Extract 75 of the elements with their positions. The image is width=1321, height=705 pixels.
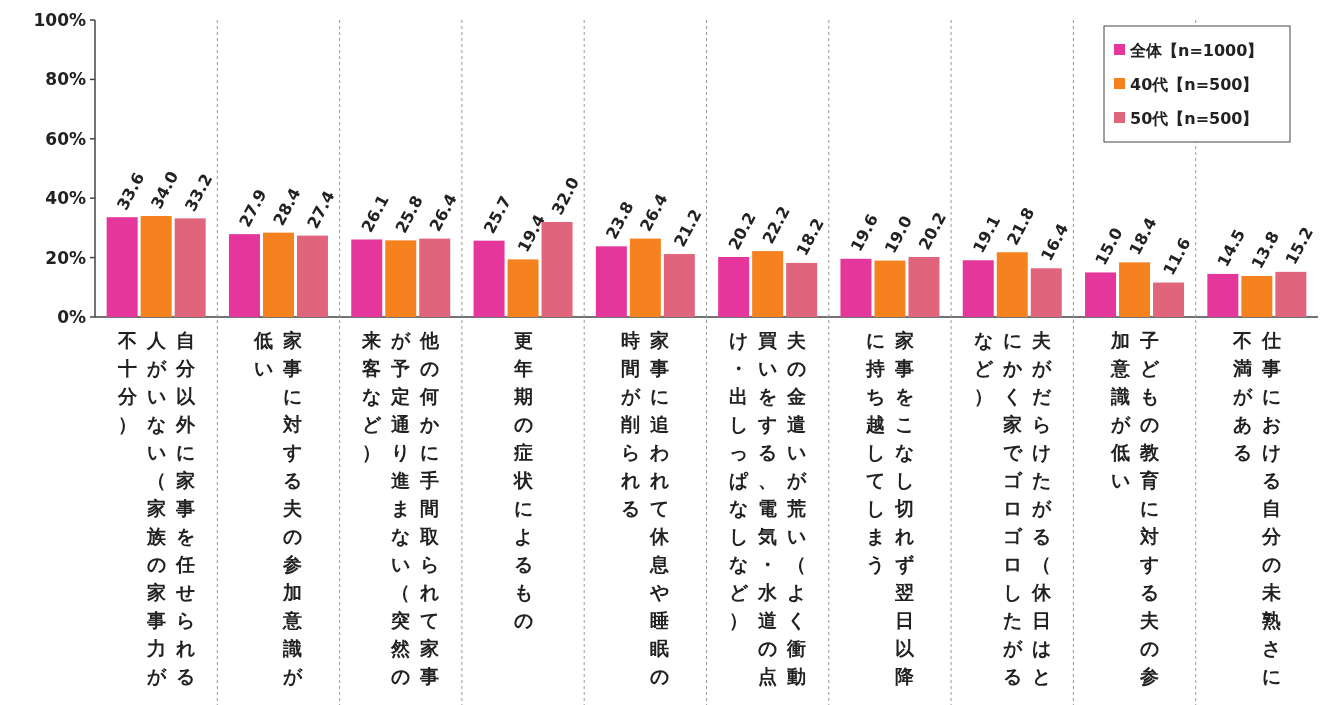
category-label: 夫がだらけたがる（休日はとにかく家でゴロゴロしたがるなど） (973, 329, 1051, 687)
y-tick-label: 80% (45, 69, 86, 90)
bar (385, 240, 417, 317)
data-label: 23.8 (602, 198, 638, 243)
category-label: 家事に対する夫の参加意識が低い (254, 329, 303, 687)
bar (908, 257, 940, 317)
y-tick-label: 20% (45, 247, 86, 268)
bar (595, 246, 627, 317)
data-label: 26.4 (636, 190, 672, 235)
bar (473, 240, 505, 317)
bar (1275, 271, 1307, 317)
legend-label: 50代【n=500】 (1130, 109, 1259, 128)
bar (174, 218, 206, 317)
bar (1153, 282, 1185, 317)
y-tick-label: 0% (57, 307, 86, 327)
data-label: 20.2 (914, 209, 951, 253)
bar (663, 254, 695, 317)
bar (840, 258, 872, 317)
bar (351, 239, 383, 317)
category-label: 子どもの教育に対する夫の参加意識が低い (1110, 329, 1159, 687)
bar (1241, 276, 1273, 317)
bar (996, 252, 1028, 317)
data-label: 14.5 (1213, 226, 1249, 270)
data-label: 15.0 (1091, 224, 1127, 269)
data-label: 13.8 (1247, 228, 1283, 272)
y-tick-label: 60% (45, 128, 86, 149)
category-label: 仕事における自分の未熟さに不満がある (1232, 329, 1281, 687)
bar (106, 217, 138, 317)
data-label: 19.0 (880, 212, 917, 257)
bar (1085, 272, 1117, 317)
data-label: 21.8 (1003, 204, 1039, 249)
bar (786, 262, 818, 317)
bar (874, 260, 906, 317)
category-label: 他の何かに手間取られて家事が予定通り進まない（突然の来客など） (362, 329, 440, 687)
category-label: 更年期の症状によるもの (513, 329, 533, 631)
bar (1119, 262, 1151, 317)
data-label: 34.0 (146, 168, 183, 212)
data-label: 25.8 (391, 192, 427, 237)
data-label: 32.0 (547, 174, 584, 218)
data-label: 16.4 (1037, 220, 1073, 265)
data-label: 27.4 (303, 187, 339, 232)
bar (507, 259, 539, 317)
category-label: 家事に追われて休息や睡眠の時間が削られる (621, 329, 670, 687)
data-label: 33.6 (112, 169, 149, 214)
data-label: 18.4 (1125, 214, 1161, 259)
y-tick-label: 40% (45, 188, 86, 209)
bar (228, 234, 260, 317)
data-label: 15.2 (1281, 223, 1317, 268)
bar (629, 238, 661, 317)
data-label: 26.4 (425, 190, 461, 235)
category-label: 家事をこなし切れず翌日以降に持ち越してしまう (865, 329, 914, 687)
data-label: 25.7 (479, 192, 516, 237)
bar (296, 235, 328, 317)
legend-label: 全体【n=1000】 (1129, 41, 1264, 60)
bar (419, 238, 451, 317)
bar (752, 251, 784, 317)
data-label: 33.2 (180, 170, 217, 215)
category-label: 夫の金遣いが荒い（よく衝動買いをする、電気・水道の点け・出しっぱなしなど） (729, 329, 807, 687)
data-label: 11.6 (1159, 234, 1195, 279)
y-tick-label: 100% (33, 10, 86, 30)
bar (1207, 273, 1239, 317)
bar (140, 216, 172, 317)
bar (1030, 268, 1062, 317)
legend-label: 40代【n=500】 (1130, 75, 1259, 94)
data-label: 21.2 (670, 206, 706, 250)
category-label: 自分以外に家事を任せられる人がいない（家族の家事力が不十分） (117, 329, 195, 687)
data-label: 19.4 (513, 211, 550, 256)
bar (718, 257, 750, 317)
data-label: 28.4 (269, 184, 305, 229)
bar (962, 260, 994, 317)
data-label: 18.2 (792, 215, 828, 259)
bar (262, 232, 294, 317)
data-label: 19.6 (846, 210, 883, 255)
data-label: 27.9 (235, 186, 271, 231)
data-label: 19.1 (969, 212, 1005, 257)
